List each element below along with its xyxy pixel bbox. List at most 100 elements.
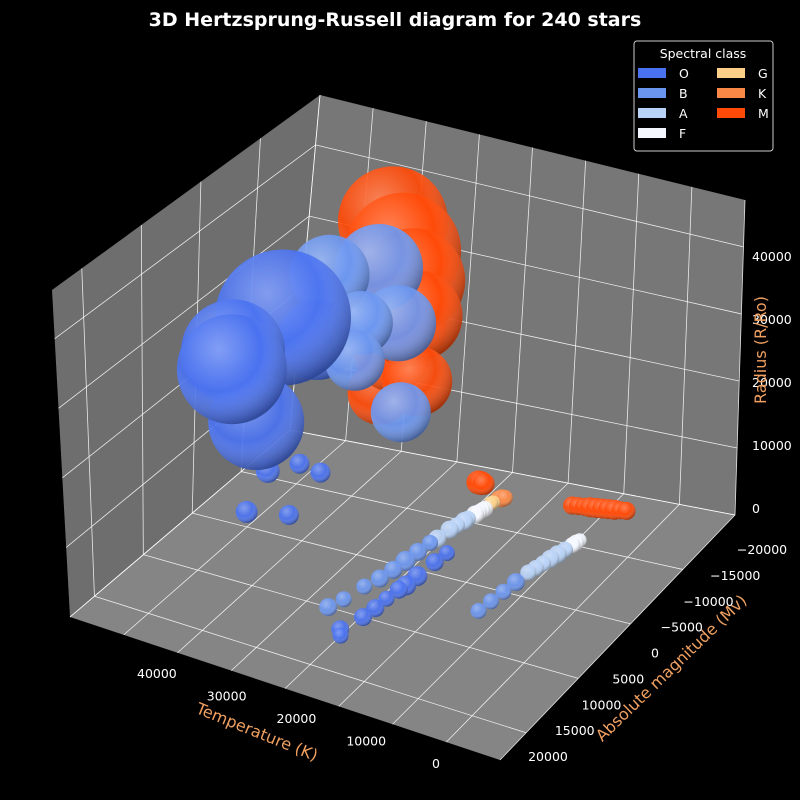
star-B-shade: [470, 602, 487, 619]
star-B-shade: [335, 591, 352, 608]
grid-line-y-wall: [734, 199, 746, 516]
z-axis-label: Radius (R/Ro): [751, 296, 770, 404]
z-tick-label: 40000: [752, 249, 792, 264]
x-tick-label: 10000: [346, 734, 386, 749]
grid-line-z-left: [58, 215, 310, 409]
grid-line-y: [392, 493, 625, 725]
x-tick-label: 40000: [137, 666, 177, 681]
y-tick-label: 15000: [555, 723, 595, 738]
star-O-shade: [389, 580, 408, 599]
grid-line-y: [123, 440, 346, 636]
star-B: [384, 560, 403, 579]
grid-line-y-wall: [678, 186, 693, 505]
star-M: [472, 472, 495, 495]
star-B-shade: [506, 573, 525, 592]
legend-swatch-K: [717, 88, 745, 98]
legend-swatch-O: [638, 68, 666, 78]
star-A-shade: [440, 520, 459, 539]
y-tick-label: −5000: [661, 620, 703, 635]
star-O-shade: [366, 599, 385, 618]
star-B-shade: [495, 583, 512, 600]
star-O: [310, 462, 331, 483]
star-B: [422, 534, 439, 551]
legend-label-F: F: [679, 126, 686, 141]
star-B: [370, 382, 431, 443]
grid-line-x-wall: [81, 268, 95, 597]
grid-line-y: [230, 461, 458, 671]
tick-labels: 0 10000 20000 30000 40000 −20000 −15000 −10000 −…: [137, 249, 792, 771]
chart-title: 3D Hertzsprung-Russell diagram for 240 s…: [149, 9, 642, 31]
star-B-shade: [356, 578, 373, 595]
star-O-shade: [439, 545, 455, 561]
x-tick-label: 0: [432, 756, 440, 771]
star-O-shade: [425, 553, 444, 572]
star-O: [425, 553, 444, 572]
grid-line-x-wall: [140, 224, 144, 555]
legend-swatch-A: [638, 108, 666, 118]
grid-line-y-wall: [456, 134, 480, 462]
grid-line-y: [338, 482, 569, 707]
star-O-shade: [354, 608, 372, 627]
star-A: [520, 564, 537, 581]
x-tick-label: 30000: [207, 689, 247, 704]
star-A-shade: [520, 564, 537, 581]
star-O: [176, 314, 287, 425]
y-tick-label: 5000: [612, 671, 644, 686]
legend-label-B: B: [679, 86, 688, 101]
star-B: [495, 583, 512, 600]
legend-label-M: M: [758, 106, 769, 121]
grid-line-y: [177, 450, 402, 654]
star-M-shade: [617, 501, 636, 520]
star-B: [370, 569, 389, 588]
star-B-shade: [370, 382, 431, 443]
star-K-shade: [496, 489, 513, 506]
grid-line-y-wall: [623, 173, 640, 494]
star-O: [278, 504, 299, 525]
x-axis-label: Temperature (K): [193, 698, 321, 764]
star-O-shade: [235, 500, 258, 523]
star-B-shade: [370, 569, 389, 588]
y-tick-label: 20000: [528, 749, 568, 764]
star-O: [439, 545, 455, 561]
z-tick-label: 30000: [752, 312, 792, 327]
legend-swatch-B: [638, 88, 666, 98]
star-O-shade: [289, 453, 310, 474]
star-B: [335, 591, 352, 608]
z-tick-label: 20000: [752, 375, 792, 390]
star-M: [617, 501, 636, 520]
x-tick-label: 20000: [277, 711, 317, 726]
star-O-shade: [176, 314, 287, 425]
grid-line-y-wall: [567, 160, 587, 484]
star-B: [470, 602, 487, 619]
y-tick-label: −20000: [737, 542, 787, 557]
star-O: [289, 453, 310, 474]
star-A: [440, 520, 459, 539]
y-tick-label: 10000: [582, 697, 622, 712]
grid-line-y: [445, 504, 680, 743]
star-O: [235, 500, 258, 523]
star-B-shade: [422, 534, 439, 551]
grid-line-z-right: [315, 144, 744, 248]
star-O: [332, 627, 349, 644]
star-B-shade: [319, 598, 338, 617]
legend-title: Spectral class: [660, 46, 747, 61]
star-O-shade: [278, 504, 299, 525]
grid-line-y: [499, 514, 736, 761]
z-tick-label: 0: [752, 501, 760, 516]
z-tick-label: 10000: [752, 438, 792, 453]
grid-line-z-right: [289, 429, 736, 516]
legend-label-G: G: [758, 66, 768, 81]
legend-swatch-M: [717, 108, 745, 118]
grid-line-z-left: [54, 144, 316, 340]
star-M-shade: [472, 472, 495, 495]
y-tick-label: 0: [651, 646, 659, 661]
star-B-shade: [384, 560, 403, 579]
y-tick-label: −10000: [683, 594, 733, 609]
star-O-shade: [310, 462, 331, 483]
star-B: [319, 598, 338, 617]
star-markers: [176, 166, 636, 644]
grid-line-y-wall: [512, 147, 533, 473]
